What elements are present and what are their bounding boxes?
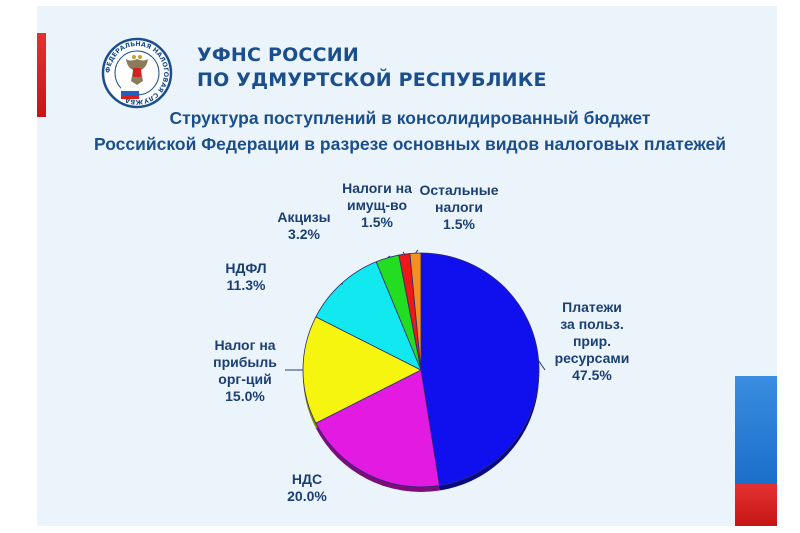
leader-line-other [415,249,419,254]
pie-slice-vat [315,369,440,488]
right-red-accent-bar [735,484,777,526]
slice-label-vat: НДС 20.0% [287,471,327,504]
slice-labels: Платежи за польз. прир. ресурсами 47.5% НДС 20… [213,180,629,504]
fns-emblem-icon: ФЕДЕРАЛЬНАЯ НАЛОГОВАЯ СЛУЖБА [101,37,173,109]
pie-slice-resources [420,252,540,487]
slice-label-ndfl: НДФЛ 11.3% [225,260,266,293]
pie-slice-ndfl [315,261,422,371]
leader-lines [285,249,546,371]
russian-flag-icon [120,86,140,99]
chart-title-line1: Структура поступлений в консолидированны… [169,108,651,128]
slice-label-other: Остальные налоги 1.5% [419,182,498,232]
left-red-accent-bar [37,33,46,117]
chart-title-line2: Российской Федерации в разрезе основных … [93,134,727,154]
slice-label-resources: Платежи за польз. прир. ресурсами 47.5% [555,299,630,383]
slice-label-excise: Акцизы 3.2% [277,209,330,242]
leader-line-resources [538,360,546,371]
org-name-line2: ПО УДМУРТСКОЙ РЕСПУБЛИКЕ [197,69,547,91]
org-name-line1: УФНС РОССИИ [197,44,359,66]
pie-slice-profit [302,316,422,424]
pie-slices [302,252,540,488]
right-blue-accent-bar [735,376,777,484]
eagle-icon [126,55,148,85]
leader-line-excise [387,255,391,259]
slice-label-property: Налоги на имущ-во 1.5% [342,180,412,230]
leader-line-property [402,251,405,255]
slice-label-profit: Налог на прибыль орг-ций 15.0% [213,337,277,404]
